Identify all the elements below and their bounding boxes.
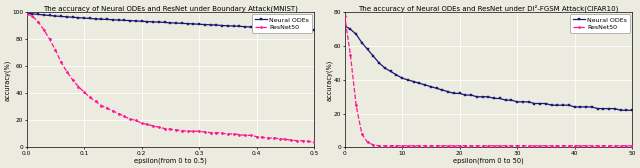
Title: The accuracy of Neural ODEs and ResNet under DI²-FGSM Attack(CIFAR10): The accuracy of Neural ODEs and ResNet u… xyxy=(358,4,618,12)
Neural ODEs xyxy=(628,109,636,111)
Neural ODEs xyxy=(230,25,237,27)
ResNet50 xyxy=(310,141,318,143)
Neural ODEs xyxy=(115,19,122,21)
Line: ResNet50: ResNet50 xyxy=(344,15,633,147)
Neural ODEs xyxy=(433,87,440,89)
ResNet50 xyxy=(554,145,561,147)
Line: ResNet50: ResNet50 xyxy=(26,13,315,143)
X-axis label: epsilon(from 0 to 50): epsilon(from 0 to 50) xyxy=(453,157,524,164)
ResNet50 xyxy=(109,110,116,112)
Neural ODEs xyxy=(623,109,630,111)
Neural ODEs xyxy=(212,24,220,26)
Line: Neural ODEs: Neural ODEs xyxy=(344,25,633,111)
ResNet50 xyxy=(23,13,31,15)
Legend: Neural ODEs, ResNet50: Neural ODEs, ResNet50 xyxy=(570,14,630,33)
ResNet50 xyxy=(115,113,122,115)
Neural ODEs xyxy=(531,102,538,104)
Y-axis label: accuracy(%): accuracy(%) xyxy=(4,59,11,101)
ResNet50 xyxy=(375,145,383,147)
ResNet50 xyxy=(230,133,237,135)
ResNet50 xyxy=(410,145,417,147)
Neural ODEs xyxy=(310,29,318,31)
ResNet50 xyxy=(433,145,440,147)
Neural ODEs xyxy=(109,19,116,21)
ResNet50 xyxy=(623,145,630,147)
Legend: Neural ODEs, ResNet50: Neural ODEs, ResNet50 xyxy=(252,14,312,33)
Neural ODEs xyxy=(305,29,312,31)
ResNet50 xyxy=(438,145,446,147)
Neural ODEs xyxy=(23,12,31,14)
ResNet50 xyxy=(305,140,312,142)
ResNet50 xyxy=(536,145,544,147)
ResNet50 xyxy=(628,145,636,147)
X-axis label: epsilon(from 0 to 0.5): epsilon(from 0 to 0.5) xyxy=(134,157,207,164)
Neural ODEs xyxy=(548,104,556,106)
Neural ODEs xyxy=(86,17,93,19)
Neural ODEs xyxy=(617,109,625,111)
Neural ODEs xyxy=(427,86,435,88)
Neural ODEs xyxy=(404,79,412,81)
Neural ODEs xyxy=(340,25,348,27)
Line: Neural ODEs: Neural ODEs xyxy=(26,12,315,31)
ResNet50 xyxy=(340,15,348,17)
ResNet50 xyxy=(86,96,93,98)
Y-axis label: accuracy(%): accuracy(%) xyxy=(326,59,332,101)
Title: The accuracy of Neural ODEs and ResNet under Boundary Attack(MNIST): The accuracy of Neural ODEs and ResNet u… xyxy=(43,5,298,12)
ResNet50 xyxy=(212,132,220,134)
